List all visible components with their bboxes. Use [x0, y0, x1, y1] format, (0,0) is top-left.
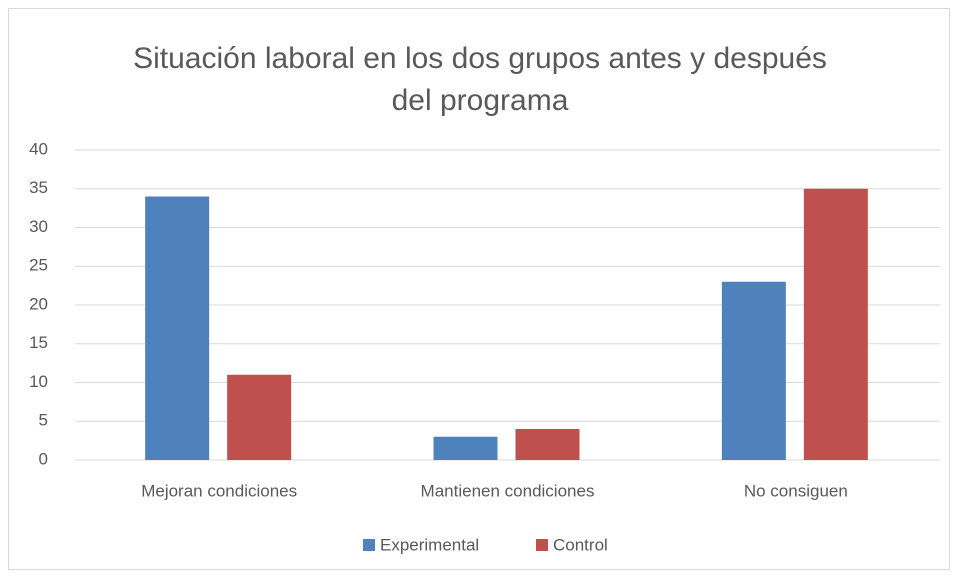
y-tick-label: 5 [39, 411, 48, 430]
chart-title: Situación laboral en los dos grupos ante… [133, 42, 827, 117]
y-tick-label: 15 [29, 333, 48, 352]
bar [433, 436, 498, 460]
bar [803, 188, 868, 460]
y-tick-label: 0 [39, 449, 48, 468]
y-tick-label: 35 [29, 178, 48, 197]
legend-swatch [536, 539, 548, 551]
y-tick-label: 20 [29, 294, 48, 313]
y-tick-label: 30 [29, 217, 48, 236]
y-tick-label: 10 [29, 372, 48, 391]
bar [515, 429, 580, 460]
x-tick-label: Mantienen condiciones [421, 481, 595, 500]
bar [721, 281, 786, 460]
x-tick-label: No consiguen [744, 481, 848, 500]
legend-label: Experimental [380, 535, 479, 554]
x-tick-label: Mejoran condiciones [141, 481, 297, 500]
y-tick-label: 25 [29, 256, 48, 275]
y-tick-label: 40 [29, 139, 48, 158]
bar [145, 196, 210, 460]
bar [227, 374, 292, 460]
legend-label: Control [553, 535, 608, 554]
legend-swatch [363, 539, 375, 551]
